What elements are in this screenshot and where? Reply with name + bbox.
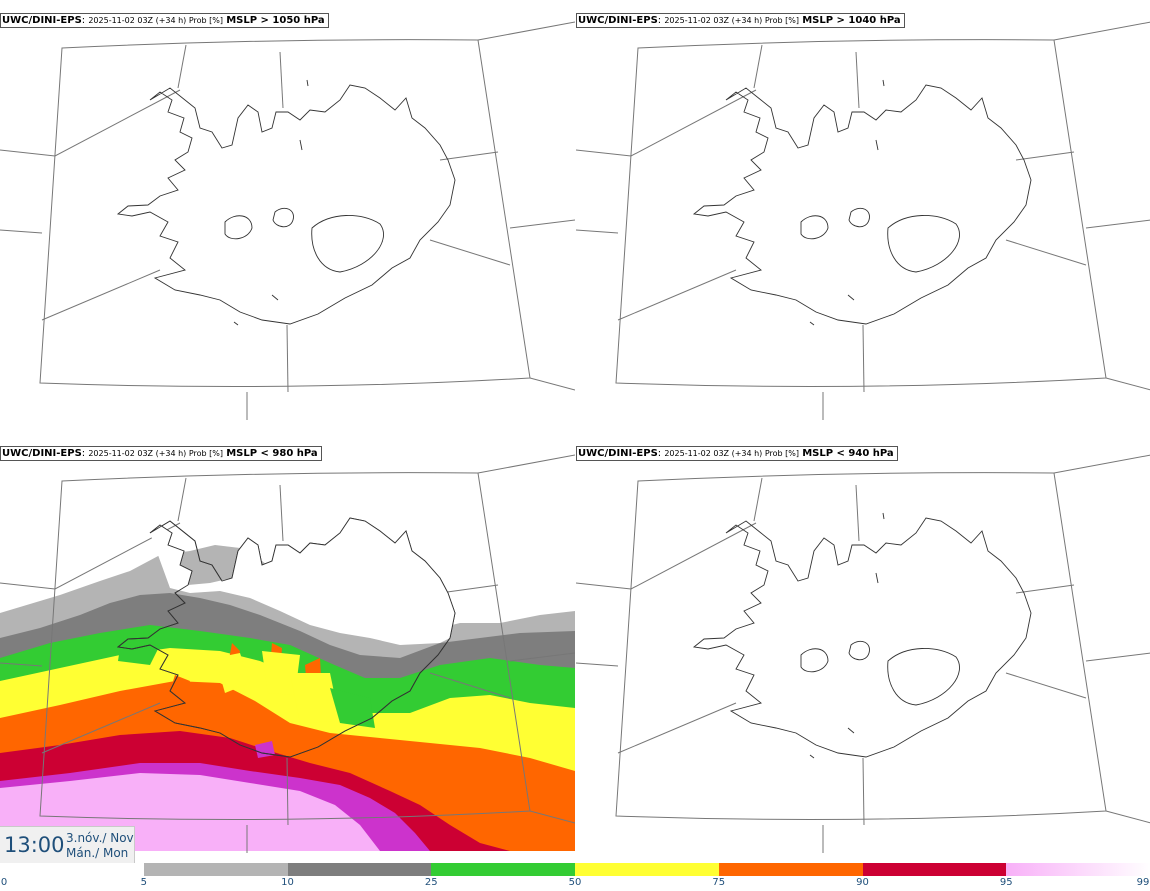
map-canvas <box>576 21 1150 420</box>
probability-field <box>0 545 575 865</box>
map-panel-mslp-lt-940: UWC/DINI-EPS: 2025-11-02 03Z (+34 h) Pro… <box>576 433 1150 865</box>
valid-time-box: 13:00 3.nóv./ Nov Mán./ Mon <box>0 826 135 864</box>
map-panel-mslp-lt-980: UWC/DINI-EPS: 2025-11-02 03Z (+34 h) Pro… <box>0 433 575 865</box>
graticule <box>0 21 575 420</box>
map-canvas <box>0 21 575 420</box>
iceland-coastline <box>692 512 1032 759</box>
colorbar-segment <box>143 863 288 876</box>
probability-colorbar <box>0 863 1150 876</box>
colorbar-tick-label: 50 <box>568 877 582 888</box>
colorbar-tick-label: 75 <box>712 877 726 888</box>
iceland-coastline <box>692 79 1032 326</box>
colorbar-segment <box>431 863 576 876</box>
colorbar-segment <box>287 863 432 876</box>
colorbar-segment <box>862 863 1007 876</box>
colorbar-tick-label: 5 <box>140 877 147 888</box>
map-panel-mslp-gt-1050: UWC/DINI-EPS: 2025-11-02 03Z (+34 h) Pro… <box>0 0 575 432</box>
colorbar-tick-label: 25 <box>424 877 438 888</box>
map-canvas <box>576 454 1150 853</box>
map-canvas <box>0 454 575 865</box>
map-panel-mslp-gt-1040: UWC/DINI-EPS: 2025-11-02 03Z (+34 h) Pro… <box>576 0 1150 432</box>
colorbar-tick-label: 0 <box>0 877 8 888</box>
iceland-coastline-overlay <box>116 517 456 758</box>
valid-time: 13:00 <box>4 833 65 857</box>
colorbar-tick-label: 90 <box>856 877 869 888</box>
panel-title: UWC/DINI-EPS: 2025-11-02 03Z (+34 h) Pro… <box>576 446 898 461</box>
iceland-coastline <box>116 79 456 326</box>
panel-title: UWC/DINI-EPS: 2025-11-02 03Z (+34 h) Pro… <box>0 13 329 28</box>
graticule <box>576 454 1150 853</box>
land-mask <box>150 518 455 645</box>
colorbar-segment <box>0 863 145 876</box>
valid-date: 3.nóv./ Nov <box>66 831 134 845</box>
panel-title: UWC/DINI-EPS: 2025-11-02 03Z (+34 h) Pro… <box>0 446 322 461</box>
valid-day: Mán./ Mon <box>66 846 129 860</box>
colorbar-tick-label: 10 <box>281 877 294 888</box>
graticule <box>0 454 575 853</box>
graticule <box>576 21 1150 420</box>
panel-title: UWC/DINI-EPS: 2025-11-02 03Z (+34 h) Pro… <box>576 13 905 28</box>
colorbar-segment <box>1006 863 1150 876</box>
colorbar-tick-label: 99 <box>1136 877 1150 888</box>
colorbar-segment <box>718 863 863 876</box>
colorbar-tick-label: 95 <box>999 877 1013 888</box>
colorbar-segment <box>575 863 720 876</box>
